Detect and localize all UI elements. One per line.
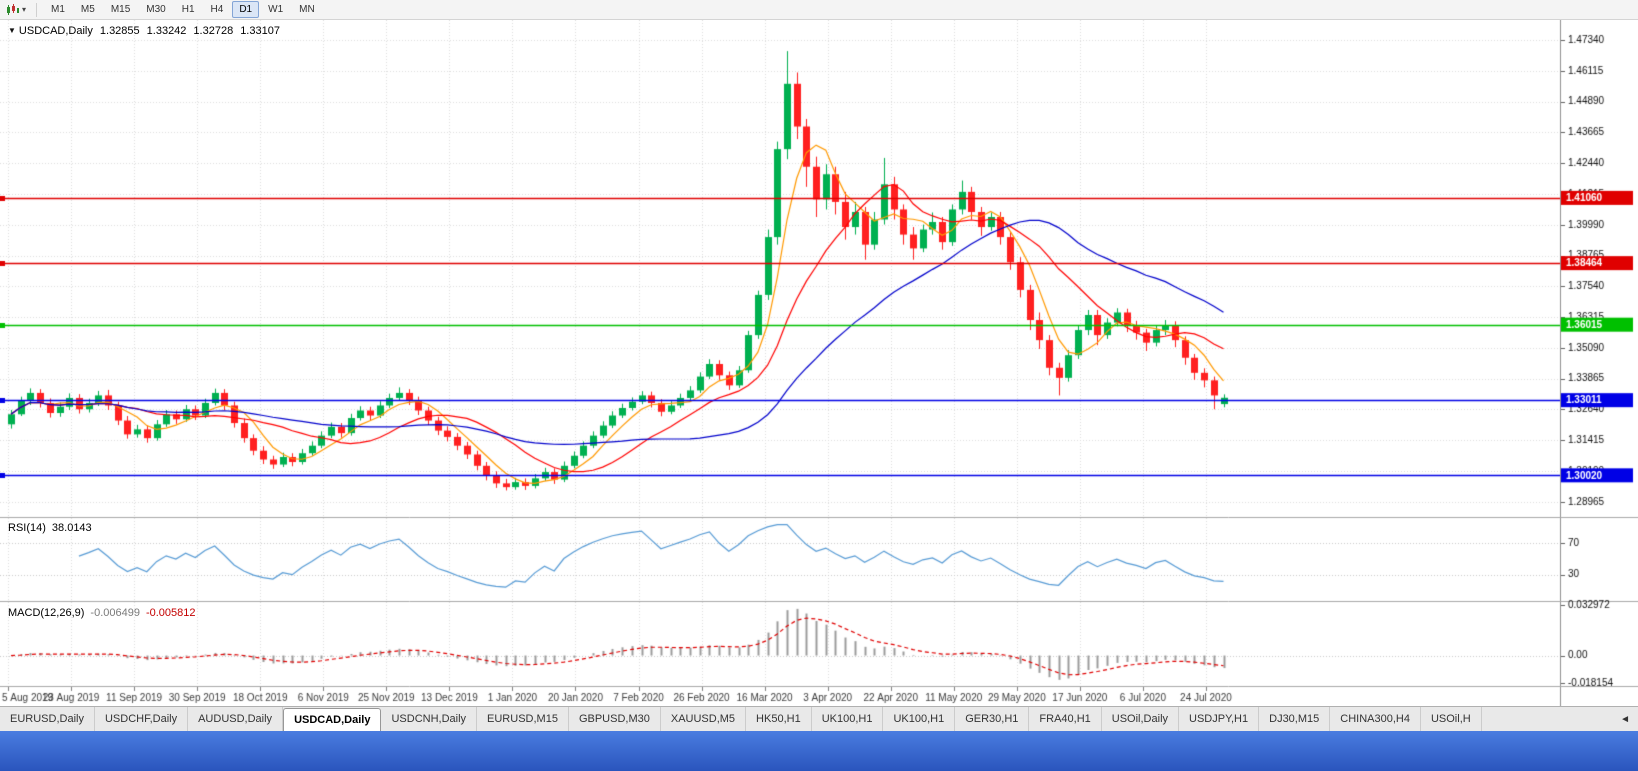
tab-scroll-left-button[interactable]: ◄: [1620, 713, 1630, 725]
rsi-label: RSI(14): [8, 522, 46, 534]
candlestick-chart-icon: [6, 3, 20, 16]
tab-uk100-h1[interactable]: UK100,H1: [883, 707, 956, 731]
timeframe-button-m30[interactable]: M30: [146, 4, 166, 15]
chart-area: ▼ USDCAD,Daily 1.32855 1.33242 1.32728 1.3310…: [0, 20, 1638, 706]
macd-indicator-header: MACD(12,26,9) -0.006499 -0.005812: [8, 607, 202, 619]
rsi-indicator-header: RSI(14) 38.0143: [8, 522, 98, 534]
tab-usoil-daily[interactable]: USOil,Daily: [1102, 707, 1180, 731]
timeframe-button-h4[interactable]: H4: [210, 4, 224, 15]
symbol-tabbar: EURUSD,Daily USDCHF,Daily AUDUSD,Daily USDC…: [0, 706, 1638, 731]
chart-menu-icon[interactable]: ▼: [8, 26, 16, 35]
tab-eurusd-m15[interactable]: EURUSD,M15: [477, 707, 569, 731]
macd-signal-value: -0.005812: [145, 607, 196, 619]
macd-main-value: -0.006499: [90, 607, 140, 619]
timeframe-buttons: M1 M5 M15 M30 H1 H4 D1 W1 MN: [43, 1, 323, 18]
tab-hk50-h1[interactable]: HK50,H1: [746, 707, 812, 731]
tab-audusd-daily[interactable]: AUDUSD,Daily: [188, 707, 284, 731]
taskbar: [0, 731, 1638, 771]
tab-uk100-h1[interactable]: UK100,H1: [812, 707, 884, 731]
timeframe-button-h1[interactable]: H1: [181, 4, 195, 15]
rsi-value: 38.0143: [51, 522, 92, 534]
timeframe-button-m15[interactable]: M15: [110, 4, 131, 15]
tab-usdcad-daily[interactable]: USDCAD,Daily: [283, 708, 382, 731]
chevron-down-icon: ▾: [22, 5, 27, 14]
chart-open-value: 1.32855: [99, 25, 140, 37]
timeframe-button-w1[interactable]: W1: [268, 4, 284, 15]
chart-type-button[interactable]: ▾: [6, 3, 27, 16]
tab-gbpusd-m30[interactable]: GBPUSD,M30: [569, 707, 661, 731]
timeframe-button-d1[interactable]: D1: [232, 1, 260, 18]
timeframe-button-m5[interactable]: M5: [80, 4, 95, 15]
tab-xauusd-m5[interactable]: XAUUSD,M5: [661, 707, 747, 731]
tab-fra40-h1[interactable]: FRA40,H1: [1029, 707, 1102, 731]
toolbar-separator: [36, 2, 38, 17]
chart-close-value: 1.33107: [240, 25, 280, 37]
macd-label: MACD(12,26,9): [8, 607, 85, 619]
tab-ger30-h1[interactable]: GER30,H1: [955, 707, 1030, 731]
chart-title: ▼ USDCAD,Daily 1.32855 1.33242 1.32728 1.3310…: [8, 25, 287, 37]
timeframe-button-mn[interactable]: MN: [299, 4, 315, 15]
tab-usdcnh-daily[interactable]: USDCNH,Daily: [381, 707, 478, 731]
timeframe-button-m1[interactable]: M1: [51, 4, 65, 15]
chart-symbol-period: USDCAD,Daily: [18, 25, 93, 37]
price-chart-canvas[interactable]: [0, 20, 1638, 706]
tab-china300-h4[interactable]: CHINA300,H4: [1330, 707, 1421, 731]
tab-dj30-m15[interactable]: DJ30,M15: [1259, 707, 1331, 731]
tab-usoil-h[interactable]: USOil,H: [1421, 707, 1482, 731]
chart-low-value: 1.32728: [193, 25, 234, 37]
chart-high-value: 1.33242: [146, 25, 187, 37]
tab-eurusd-daily[interactable]: EURUSD,Daily: [0, 707, 95, 731]
tab-usdchf-daily[interactable]: USDCHF,Daily: [95, 707, 189, 731]
symbol-tabs: EURUSD,Daily USDCHF,Daily AUDUSD,Daily USDC…: [0, 707, 1482, 731]
tab-usdjpy-h1[interactable]: USDJPY,H1: [1179, 707, 1260, 731]
toolbar: ▾ M1 M5 M15 M30 H1 H4 D1 W1 MN: [0, 0, 1638, 20]
